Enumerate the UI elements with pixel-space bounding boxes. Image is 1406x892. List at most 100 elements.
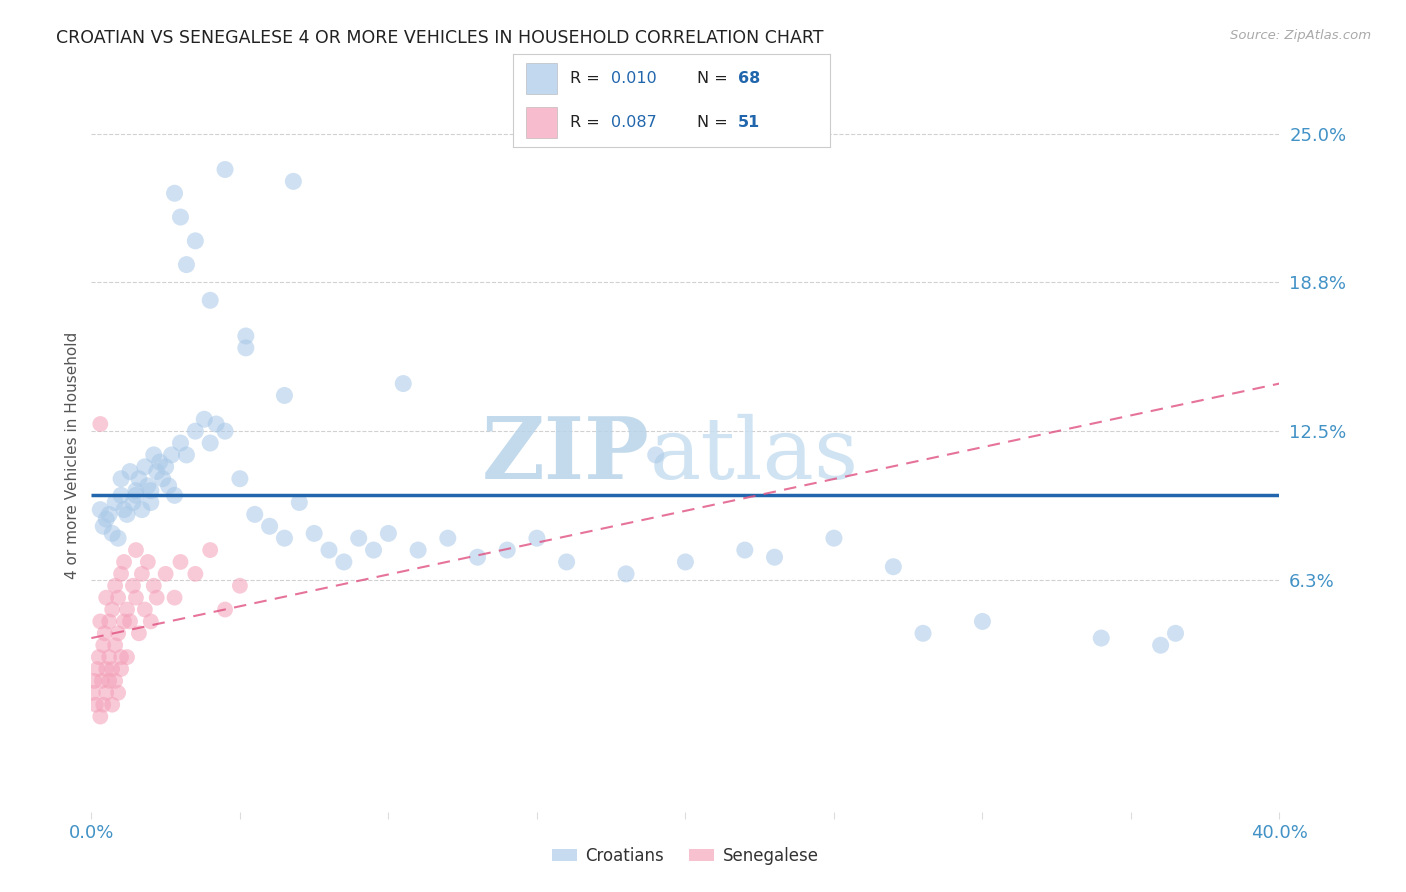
Point [107, 591, 129, 605]
Point [243, 508, 266, 522]
Point [734, 543, 756, 558]
Point [347, 531, 370, 545]
Point [131, 566, 153, 581]
Point [377, 526, 399, 541]
Point [84, 698, 107, 712]
Point [163, 488, 186, 502]
Point [139, 615, 162, 629]
Point [139, 483, 162, 498]
Point [145, 465, 167, 479]
Text: 68: 68 [738, 70, 761, 86]
Point [149, 455, 172, 469]
Point [98, 673, 121, 688]
Point [673, 555, 696, 569]
Point [89, 417, 111, 431]
Point [302, 526, 325, 541]
Point [125, 488, 148, 502]
Point [333, 555, 356, 569]
Point [86, 662, 108, 676]
Point [128, 472, 150, 486]
Point [1164, 626, 1187, 640]
Point [169, 210, 191, 224]
Text: CROATIAN VS SENEGALESE 4 OR MORE VEHICLES IN HOUSEHOLD CORRELATION CHART: CROATIAN VS SENEGALESE 4 OR MORE VEHICLE… [56, 29, 824, 46]
Point [184, 424, 207, 438]
Point [96, 662, 118, 676]
Point [214, 162, 236, 177]
Point [200, 543, 222, 558]
Point [125, 543, 148, 558]
Point [205, 417, 228, 431]
Point [136, 555, 159, 569]
Point [131, 502, 153, 516]
Point [87, 650, 110, 665]
Point [98, 508, 121, 522]
Point [288, 495, 311, 509]
Text: 0.087: 0.087 [612, 115, 657, 130]
Point [176, 448, 198, 462]
Point [107, 686, 129, 700]
Point [1149, 638, 1171, 652]
Text: R =: R = [571, 115, 605, 130]
Point [134, 459, 156, 474]
Point [214, 602, 236, 616]
Point [82, 686, 104, 700]
FancyBboxPatch shape [526, 107, 557, 138]
Point [283, 174, 305, 188]
Point [193, 412, 215, 426]
Point [110, 488, 132, 502]
Point [96, 591, 118, 605]
Point [125, 591, 148, 605]
Point [406, 543, 429, 558]
Point [496, 543, 519, 558]
Point [110, 662, 132, 676]
Point [555, 555, 578, 569]
Text: Source: ZipAtlas.com: Source: ZipAtlas.com [1230, 29, 1371, 42]
Point [155, 566, 177, 581]
Point [107, 531, 129, 545]
Text: atlas: atlas [650, 413, 859, 497]
Point [125, 483, 148, 498]
Point [122, 579, 145, 593]
Point [176, 258, 198, 272]
Point [112, 615, 135, 629]
Point [134, 602, 156, 616]
Point [107, 626, 129, 640]
Text: 0.010: 0.010 [612, 70, 657, 86]
Point [115, 602, 138, 616]
Point [136, 479, 159, 493]
Point [101, 662, 124, 676]
Point [436, 531, 458, 545]
Point [112, 502, 135, 516]
Point [96, 686, 118, 700]
Point [157, 479, 180, 493]
Point [152, 472, 174, 486]
Point [363, 543, 385, 558]
Point [145, 591, 167, 605]
Legend: Croatians, Senegalese: Croatians, Senegalese [546, 840, 825, 871]
Point [91, 638, 114, 652]
Point [89, 502, 111, 516]
Point [169, 436, 191, 450]
Point [118, 465, 141, 479]
Point [89, 615, 111, 629]
Point [91, 519, 114, 533]
Point [110, 566, 132, 581]
Point [163, 591, 186, 605]
FancyBboxPatch shape [526, 63, 557, 94]
Point [644, 448, 666, 462]
Point [200, 293, 222, 308]
Point [882, 559, 904, 574]
Point [526, 531, 548, 545]
Point [110, 472, 132, 486]
Text: R =: R = [571, 70, 605, 86]
Point [98, 650, 121, 665]
Point [467, 550, 489, 565]
Point [83, 673, 105, 688]
Text: ZIP: ZIP [482, 413, 650, 497]
Text: N =: N = [697, 115, 733, 130]
Point [184, 234, 207, 248]
Point [160, 448, 183, 462]
Point [1090, 631, 1112, 645]
Point [392, 376, 415, 391]
Point [142, 448, 165, 462]
